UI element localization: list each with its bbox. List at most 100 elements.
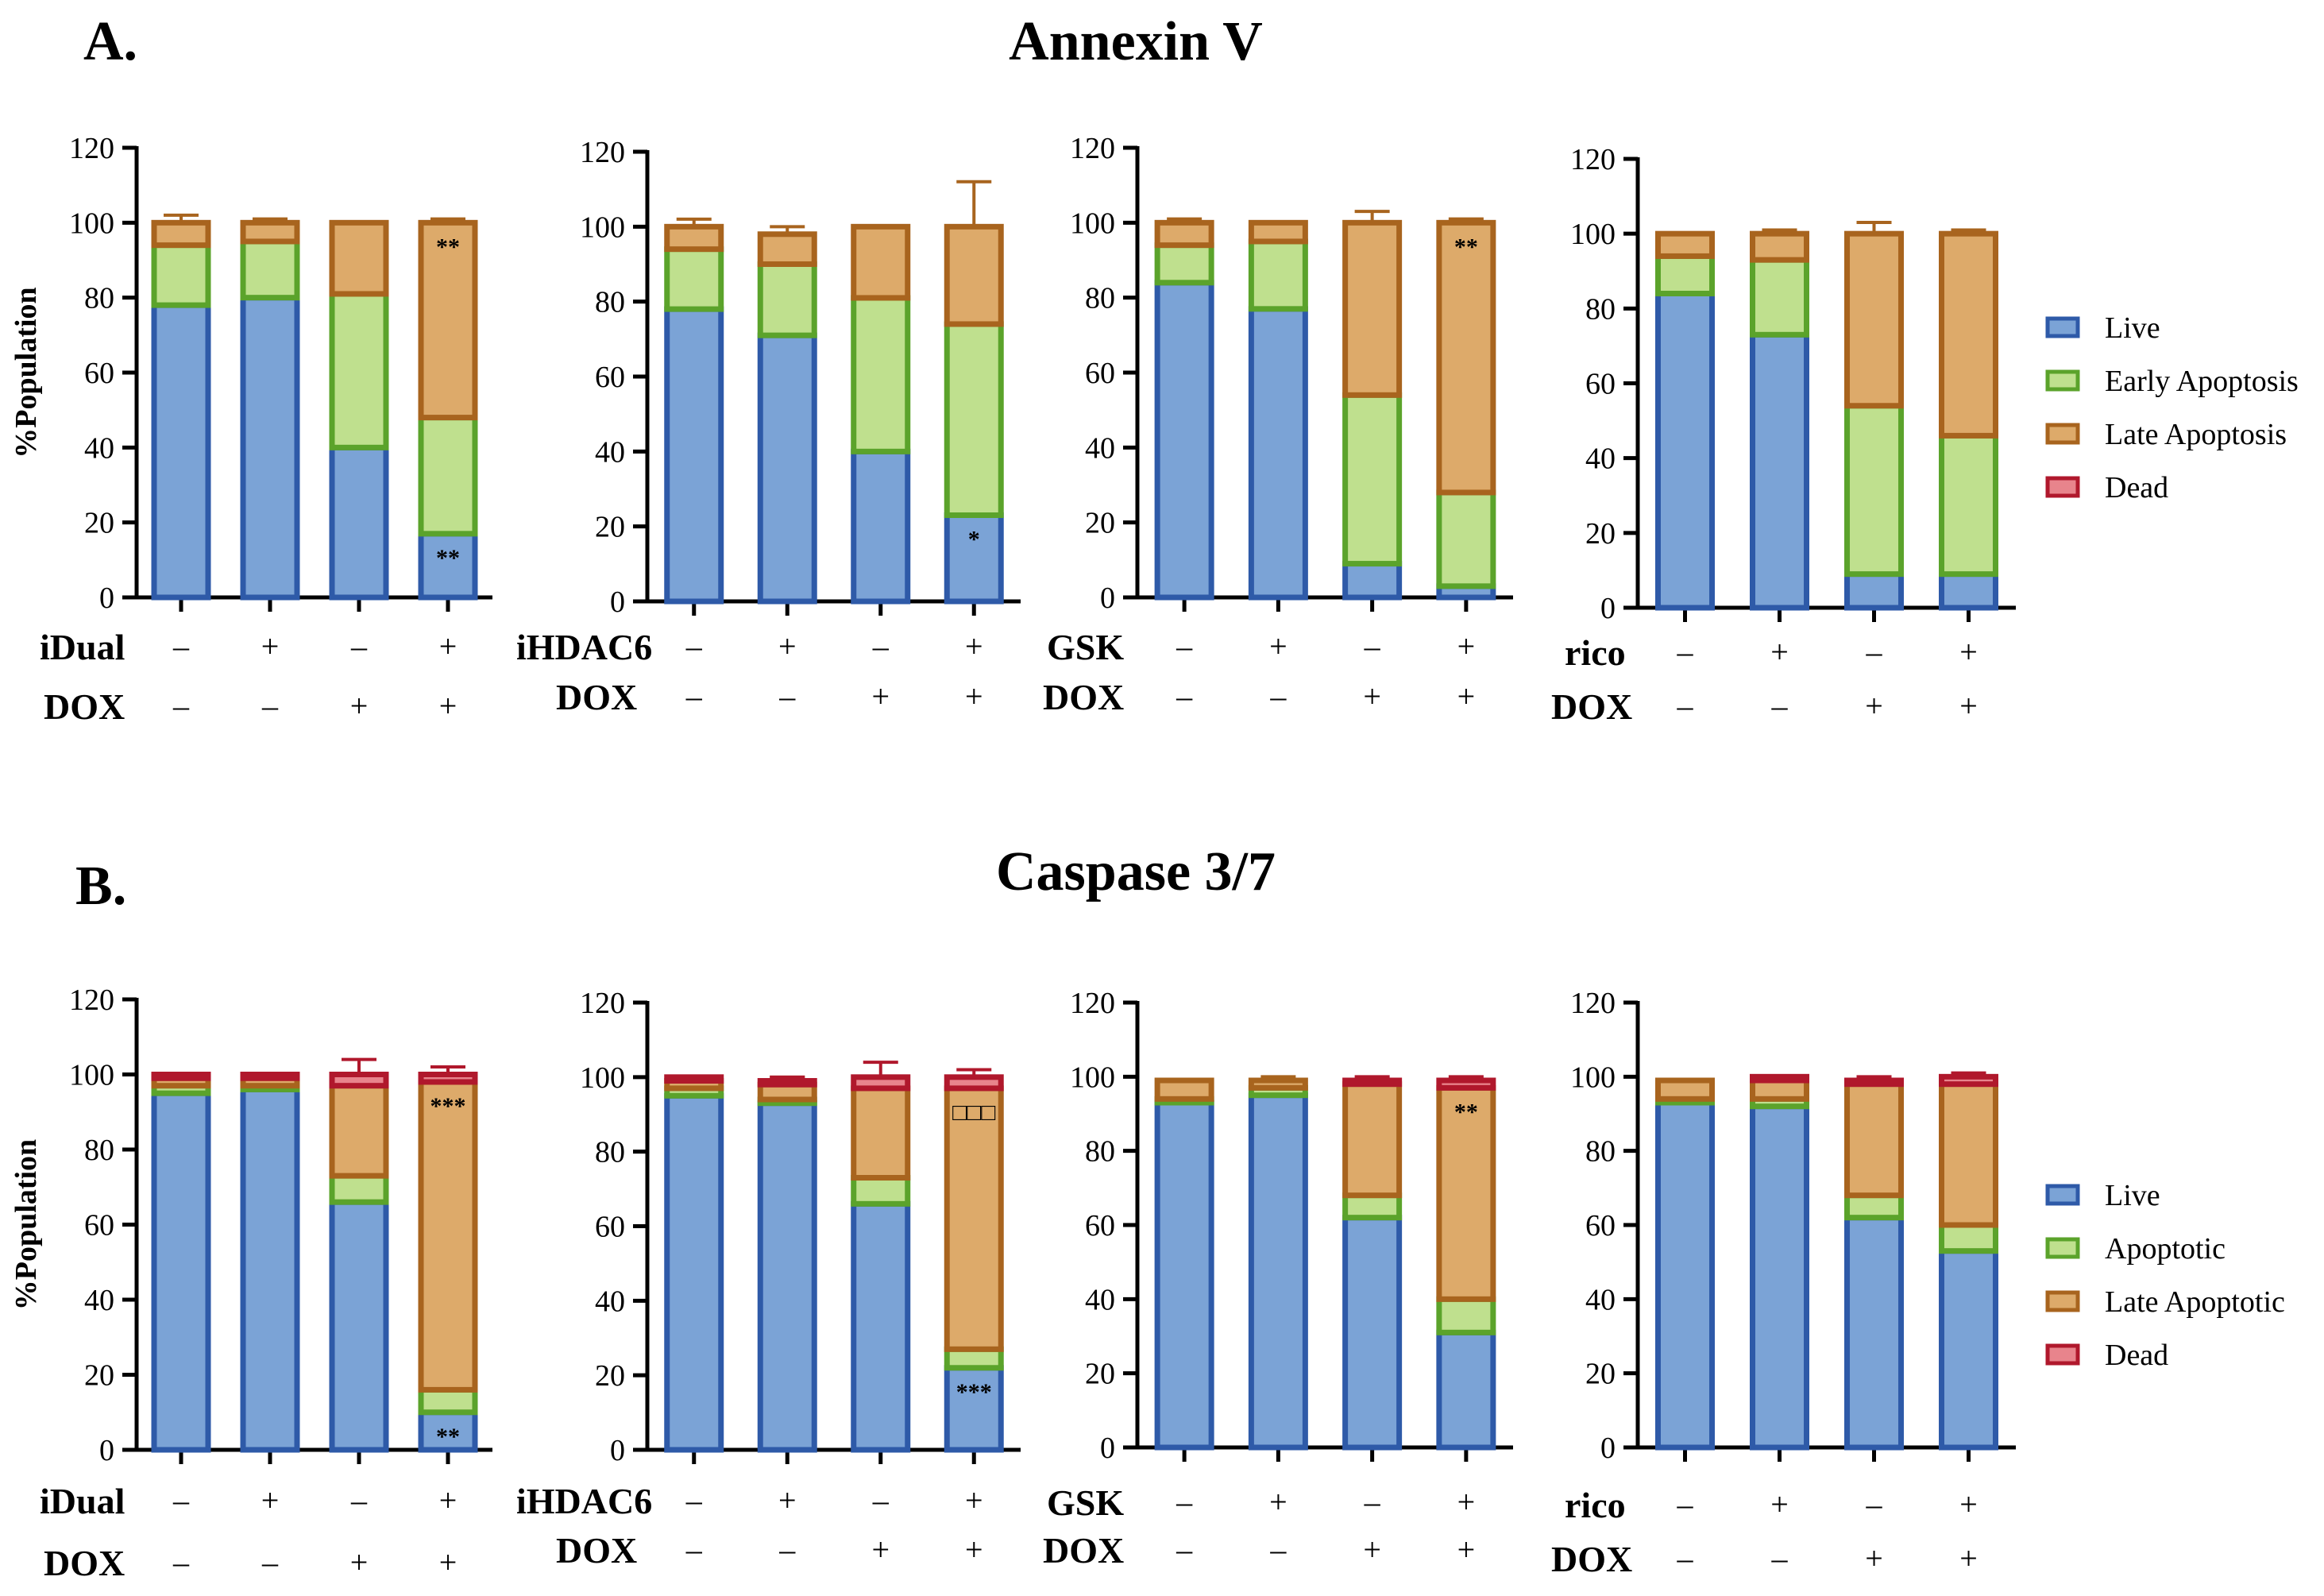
treatment-sign: + xyxy=(1770,634,1789,670)
dox-sign: + xyxy=(1959,688,1978,724)
dox-sign: + xyxy=(871,1532,890,1567)
y-tick-label: 0 xyxy=(99,582,114,615)
bar-segment-early-apoptosis xyxy=(1844,403,1904,578)
dox-sign: – xyxy=(1677,1540,1694,1576)
treatment-sign: – xyxy=(872,1482,890,1518)
dox-sign: – xyxy=(1771,688,1789,724)
bar-segment-live xyxy=(1342,1215,1403,1451)
treatment-label: GSK xyxy=(1047,1482,1124,1523)
dox-label: DOX xyxy=(44,1543,125,1583)
bar-segment-dead xyxy=(240,1072,300,1081)
bar-segment-live xyxy=(1248,1092,1308,1451)
bar-segment-apoptotic xyxy=(1342,1192,1403,1221)
significance-marker: ** xyxy=(1454,234,1478,260)
y-tick-label: 120 xyxy=(1070,132,1115,165)
y-tick-label: 100 xyxy=(1570,1061,1616,1094)
dox-sign: + xyxy=(1865,1540,1883,1576)
dox-label: DOX xyxy=(44,686,125,727)
dox-sign: + xyxy=(1363,1532,1381,1567)
bar-segment-late-apoptotic xyxy=(944,1085,1004,1352)
bar-segment-live xyxy=(851,448,911,605)
y-tick-label: 80 xyxy=(1585,292,1616,326)
legend-label: Late Apoptosis xyxy=(2105,418,2287,451)
y-tick-label: 40 xyxy=(84,1284,114,1317)
bar-segment-apoptotic xyxy=(944,1346,1004,1371)
y-tick-label: 120 xyxy=(580,136,625,169)
treatment-sign: – xyxy=(1176,1484,1193,1520)
bar-segment-apoptotic xyxy=(1939,1222,1998,1254)
bar-segment-late-apoptosis xyxy=(1342,219,1403,398)
dox-sign: + xyxy=(965,678,983,714)
treatment-sign: – xyxy=(350,1482,368,1518)
y-axis-label: %Population xyxy=(10,1139,43,1310)
dox-sign: – xyxy=(778,678,796,714)
bar-segment-live xyxy=(1844,1215,1904,1451)
legend-label: Live xyxy=(2105,1179,2160,1212)
bar-segment-early-apoptosis xyxy=(944,321,1004,519)
y-tick-label: 40 xyxy=(1085,431,1115,465)
treatment-sign: – xyxy=(172,628,190,664)
dox-sign: + xyxy=(1457,678,1476,714)
y-tick-label: 120 xyxy=(69,132,114,165)
bar-segment-late-apoptotic xyxy=(1248,1077,1308,1091)
legend-swatch-dead xyxy=(2045,1343,2080,1366)
bar-segment-late-apoptotic xyxy=(1342,1081,1403,1199)
bar-segment-early-apoptosis xyxy=(1342,392,1403,567)
y-tick-label: 20 xyxy=(595,511,625,544)
y-tick-label: 20 xyxy=(595,1359,625,1393)
bar-segment-late-apoptosis xyxy=(151,219,211,249)
treatment-sign: + xyxy=(1959,634,1978,670)
legend-label: Live xyxy=(2105,311,2160,345)
y-tick-label: 60 xyxy=(595,361,625,394)
bar-segment-late-apoptotic xyxy=(329,1083,389,1179)
significance-marker: *** xyxy=(956,1379,992,1405)
significance-marker: ** xyxy=(436,234,460,260)
treatment-sign: + xyxy=(439,628,457,664)
treatment-sign: – xyxy=(1677,634,1694,670)
treatment-sign: – xyxy=(1866,1486,1883,1522)
treatment-label: iHDAC6 xyxy=(516,627,652,667)
y-tick-label: 80 xyxy=(84,1134,114,1167)
dox-sign: – xyxy=(261,688,279,724)
bar-segment-early-apoptosis xyxy=(329,291,389,450)
bar-segment-late-apoptosis xyxy=(664,223,724,253)
y-tick-label: 60 xyxy=(595,1211,625,1244)
dox-sign: + xyxy=(439,1544,457,1580)
legend-swatch-late-apoptosis xyxy=(2045,423,2080,445)
y-tick-label: 60 xyxy=(1585,1209,1616,1242)
dox-label: DOX xyxy=(556,1530,637,1571)
treatment-label: iDual xyxy=(40,1481,125,1521)
treatment-sign: – xyxy=(172,1482,190,1518)
treatment-label: GSK xyxy=(1047,627,1124,667)
dox-sign: – xyxy=(1771,1540,1789,1576)
y-tick-label: 60 xyxy=(1085,357,1115,390)
y-tick-label: 100 xyxy=(1070,1061,1115,1094)
bar-segment-live xyxy=(1655,291,1715,611)
chart-panel-5: B. Caspase 3/7 %Population 0 20 40 60 80 100 120 *… xyxy=(10,841,1276,1583)
bar-segment-late-apoptosis xyxy=(1844,230,1904,409)
bar-segment-dead xyxy=(1342,1077,1403,1088)
treatment-sign: – xyxy=(350,628,368,664)
bar-segment-early-apoptosis xyxy=(851,295,911,454)
dox-label: DOX xyxy=(1551,1539,1632,1579)
bar-segment-late-apoptotic xyxy=(1655,1077,1715,1102)
y-tick-label: 80 xyxy=(1085,282,1115,315)
treatment-sign: + xyxy=(1770,1486,1789,1522)
treatment-sign: + xyxy=(965,1482,983,1518)
y-tick-label: 20 xyxy=(1585,517,1616,551)
treatment-sign: + xyxy=(261,628,280,664)
y-tick-label: 20 xyxy=(1085,1358,1115,1391)
y-tick-label: 120 xyxy=(580,987,625,1020)
bar-segment-early-apoptosis xyxy=(418,415,478,537)
bar-segment-late-apoptosis xyxy=(240,219,300,245)
legend-swatch-live xyxy=(2045,316,2080,338)
y-tick-label: 80 xyxy=(595,1136,625,1169)
bar-segment-live xyxy=(151,1090,211,1453)
dox-sign: – xyxy=(172,1544,190,1580)
treatment-sign: + xyxy=(261,1482,280,1518)
y-tick-label: 80 xyxy=(1585,1135,1616,1169)
bar-segment-dead xyxy=(329,1072,389,1089)
treatment-sign: – xyxy=(1866,634,1883,670)
treatment-sign: + xyxy=(778,628,797,664)
bar-segment-dead xyxy=(1844,1077,1904,1088)
